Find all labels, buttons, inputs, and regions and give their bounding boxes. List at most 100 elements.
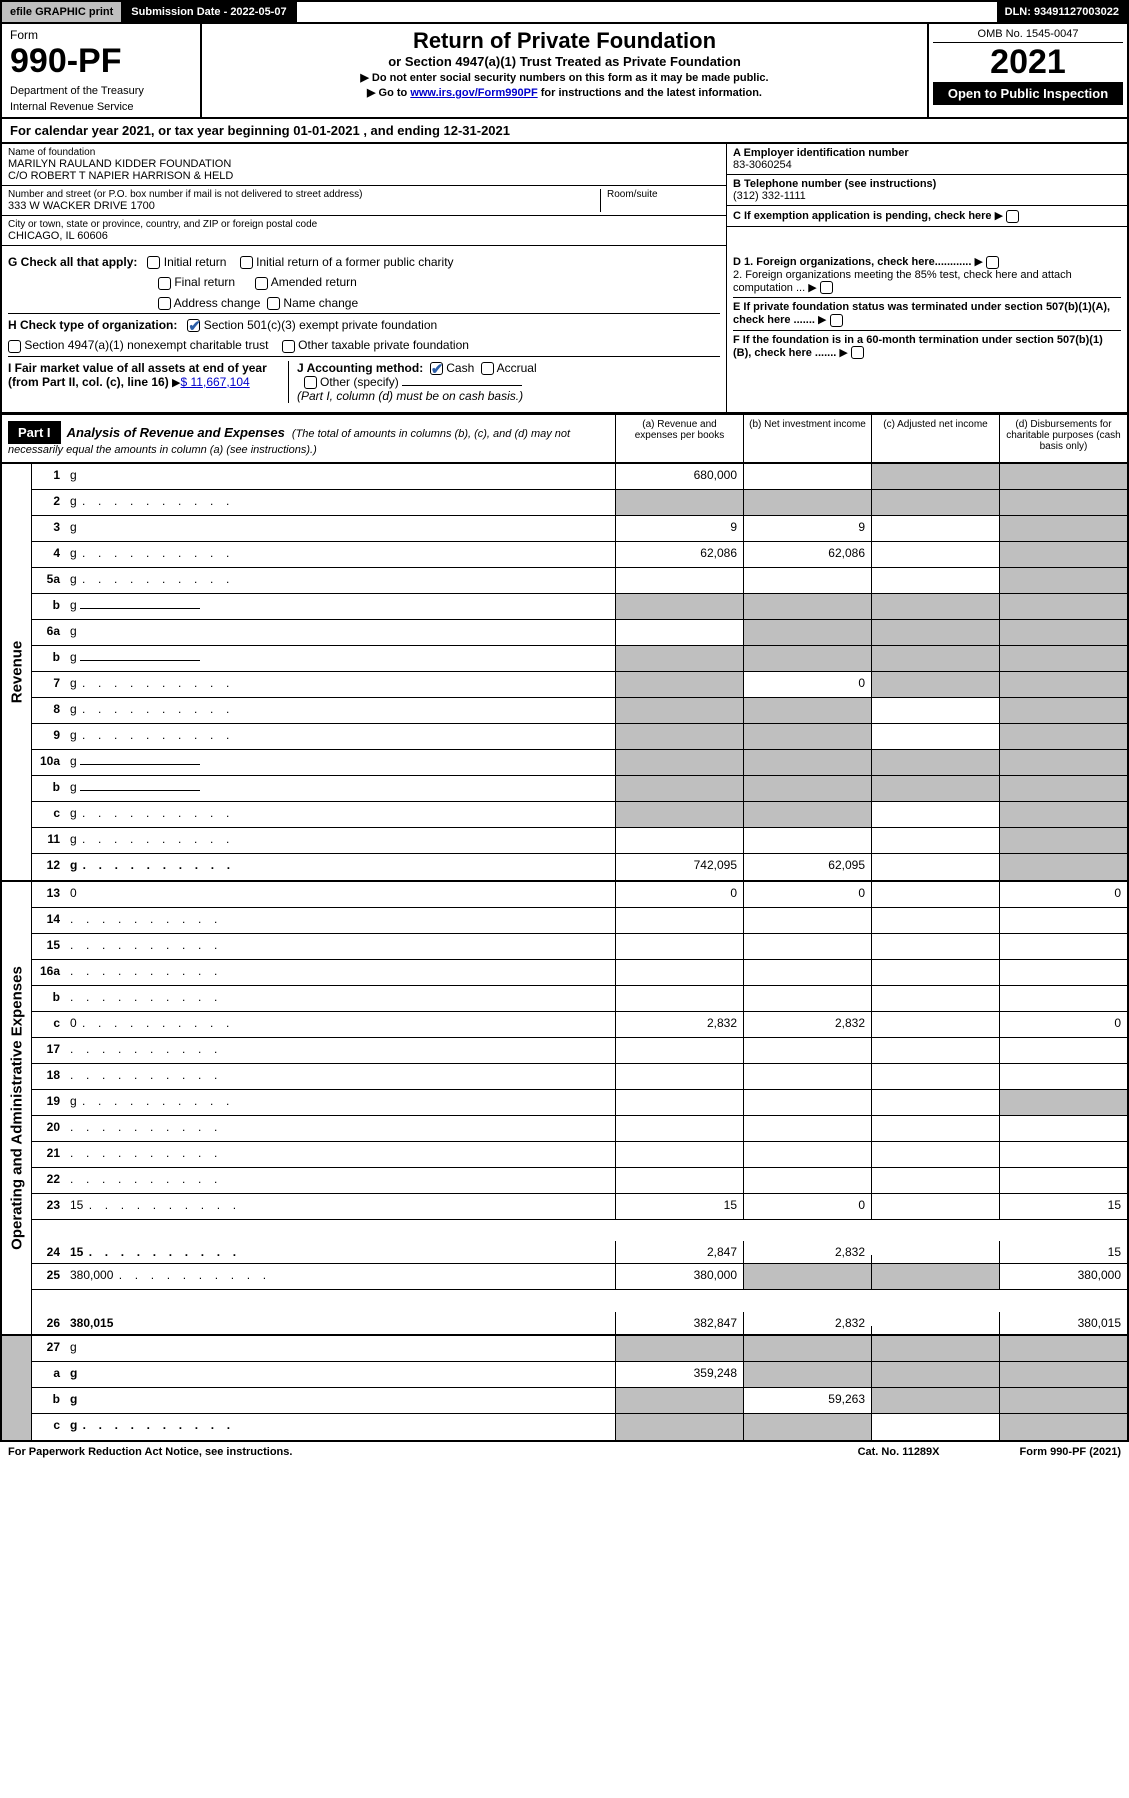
table-cell: 0 bbox=[615, 882, 743, 907]
table-cell bbox=[871, 1255, 999, 1263]
table-cell: 59,263 bbox=[743, 1388, 871, 1413]
table-cell: 15 bbox=[615, 1194, 743, 1219]
table-cell bbox=[743, 986, 871, 1011]
row-num: 8 bbox=[32, 698, 66, 723]
table-cell bbox=[999, 960, 1127, 985]
table-cell: 380,000 bbox=[615, 1264, 743, 1289]
amended-return-checkbox[interactable] bbox=[255, 277, 268, 290]
table-cell bbox=[999, 802, 1127, 827]
table-cell bbox=[743, 594, 871, 619]
row-desc: g bbox=[66, 776, 615, 801]
accrual-checkbox[interactable] bbox=[481, 362, 494, 375]
name-change-checkbox[interactable] bbox=[267, 297, 280, 310]
f-checkbox[interactable] bbox=[851, 346, 864, 359]
table-cell bbox=[871, 934, 999, 959]
initial-return-checkbox[interactable] bbox=[147, 256, 160, 269]
cash-checkbox[interactable] bbox=[430, 362, 443, 375]
d1-checkbox[interactable] bbox=[986, 256, 999, 269]
table-row: 26 380,015 382,8472,832380,015 bbox=[32, 1290, 1127, 1334]
table-cell: 0 bbox=[743, 1194, 871, 1219]
4947-checkbox[interactable] bbox=[8, 340, 21, 353]
paperwork-notice: For Paperwork Reduction Act Notice, see … bbox=[8, 1446, 292, 1458]
table-cell bbox=[871, 1414, 999, 1440]
initial-former-checkbox[interactable] bbox=[240, 256, 253, 269]
table-cell: 15 bbox=[999, 1241, 1127, 1263]
opt-initial: Initial return bbox=[164, 255, 227, 269]
row-num: 26 bbox=[32, 1312, 66, 1334]
table-cell bbox=[999, 986, 1127, 1011]
table-cell bbox=[743, 464, 871, 489]
row-desc: g bbox=[66, 620, 615, 645]
table-cell bbox=[743, 646, 871, 671]
row-desc: g bbox=[66, 698, 615, 723]
row-desc: g bbox=[66, 542, 615, 567]
row-desc: g bbox=[66, 1336, 615, 1361]
table-cell bbox=[615, 620, 743, 645]
row-num: 18 bbox=[32, 1064, 66, 1089]
row-desc bbox=[66, 908, 615, 933]
d2-checkbox[interactable] bbox=[820, 281, 833, 294]
row-desc bbox=[66, 960, 615, 985]
efile-button[interactable]: efile GRAPHIC print bbox=[2, 2, 123, 22]
ein-label: A Employer identification number bbox=[733, 147, 1121, 159]
e-checkbox[interactable] bbox=[830, 314, 843, 327]
phone-value: (312) 332-1111 bbox=[733, 190, 1121, 202]
table-cell bbox=[999, 620, 1127, 645]
address-change-checkbox[interactable] bbox=[158, 297, 171, 310]
row-desc bbox=[66, 934, 615, 959]
table-cell: 680,000 bbox=[615, 464, 743, 489]
phone-label: B Telephone number (see instructions) bbox=[733, 178, 1121, 190]
row-num: 16a bbox=[32, 960, 66, 985]
501c3-checkbox[interactable] bbox=[187, 319, 200, 332]
arrow-icon: ▶ bbox=[974, 256, 982, 268]
row-num: 19 bbox=[32, 1090, 66, 1115]
table-cell bbox=[615, 1038, 743, 1063]
table-cell bbox=[871, 1012, 999, 1037]
page-title: Return of Private Foundation bbox=[210, 28, 919, 54]
table-row: 21 bbox=[32, 1142, 1127, 1168]
form-label: Form bbox=[10, 28, 192, 42]
row-num: b bbox=[32, 776, 66, 801]
row-desc bbox=[66, 986, 615, 1011]
other-method-checkbox[interactable] bbox=[304, 376, 317, 389]
other-taxable-checkbox[interactable] bbox=[282, 340, 295, 353]
open-inspection: Open to Public Inspection bbox=[933, 82, 1123, 105]
addr-label: Number and street (or P.O. box number if… bbox=[8, 189, 600, 200]
table-cell bbox=[871, 1388, 999, 1413]
table-cell bbox=[615, 568, 743, 593]
row-desc: g bbox=[66, 646, 615, 671]
exemption-checkbox[interactable] bbox=[1006, 210, 1019, 223]
table-cell bbox=[999, 1414, 1127, 1440]
final-return-checkbox[interactable] bbox=[158, 277, 171, 290]
table-row: 19 g bbox=[32, 1090, 1127, 1116]
row-desc: 380,000 bbox=[66, 1264, 615, 1289]
table-row: b g 59,263 bbox=[32, 1388, 1127, 1414]
table-cell: 742,095 bbox=[615, 854, 743, 880]
table-cell bbox=[999, 646, 1127, 671]
table-cell bbox=[999, 1362, 1127, 1387]
city: CHICAGO, IL 60606 bbox=[8, 230, 720, 242]
row-desc: g bbox=[66, 516, 615, 541]
table-row: 18 bbox=[32, 1064, 1127, 1090]
row-num: b bbox=[32, 646, 66, 671]
foundation-name: MARILYN RAULAND KIDDER FOUNDATION bbox=[8, 158, 720, 170]
table-cell bbox=[999, 568, 1127, 593]
opt-amended: Amended return bbox=[271, 275, 357, 289]
table-row: 24 15 2,8472,83215 bbox=[32, 1220, 1127, 1264]
table-row: 17 bbox=[32, 1038, 1127, 1064]
form-link[interactable]: www.irs.gov/Form990PF bbox=[410, 87, 537, 99]
table-cell bbox=[743, 1168, 871, 1193]
table-cell bbox=[999, 934, 1127, 959]
table-cell bbox=[615, 986, 743, 1011]
table-cell bbox=[871, 1116, 999, 1141]
table-cell bbox=[871, 672, 999, 697]
table-row: a g 359,248 bbox=[32, 1362, 1127, 1388]
table-cell bbox=[871, 724, 999, 749]
row-desc: g bbox=[66, 724, 615, 749]
arrow-icon: ▶ bbox=[808, 282, 816, 294]
table-cell bbox=[871, 986, 999, 1011]
exemption-label: C If exemption application is pending, c… bbox=[733, 210, 992, 222]
row-num: b bbox=[32, 594, 66, 619]
table-cell bbox=[743, 568, 871, 593]
table-cell bbox=[999, 908, 1127, 933]
